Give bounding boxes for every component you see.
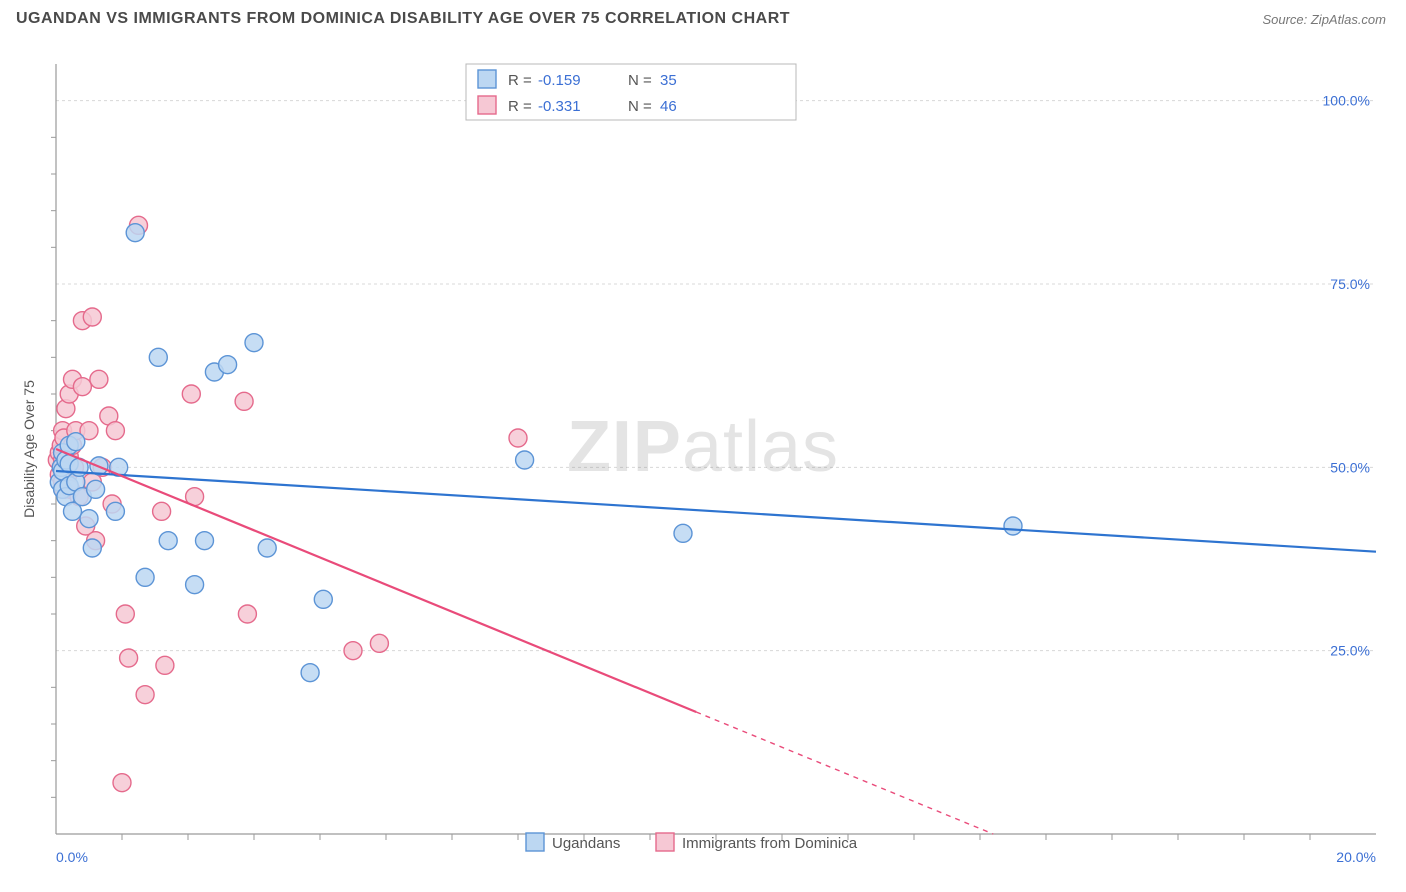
scatter-point bbox=[159, 532, 177, 550]
legend-r-value: -0.331 bbox=[538, 98, 581, 115]
scatter-point bbox=[186, 576, 204, 594]
scatter-point bbox=[156, 656, 174, 674]
x-tick-label: 0.0% bbox=[56, 849, 88, 864]
scatter-point bbox=[258, 539, 276, 557]
chart-container: ZIPatlas 0.0%20.0%25.0%50.0%75.0%100.0%D… bbox=[16, 44, 1390, 884]
y-tick-label: 100.0% bbox=[1323, 93, 1370, 109]
scatter-point bbox=[235, 392, 253, 410]
y-axis-label: Disability Age Over 75 bbox=[21, 380, 37, 518]
legend-series-name: Ugandans bbox=[552, 835, 620, 852]
scatter-point bbox=[245, 334, 263, 352]
scatter-point bbox=[83, 308, 101, 326]
scatter-point bbox=[153, 502, 171, 520]
legend-swatch bbox=[526, 833, 544, 851]
scatter-point bbox=[113, 774, 131, 792]
legend-n-label: N = bbox=[628, 72, 652, 89]
legend-r-label: R = bbox=[508, 98, 532, 115]
scatter-point bbox=[106, 502, 124, 520]
scatter-point bbox=[509, 429, 527, 447]
scatter-point bbox=[120, 649, 138, 667]
scatter-point bbox=[314, 590, 332, 608]
scatter-point bbox=[126, 224, 144, 242]
x-tick-label: 20.0% bbox=[1336, 849, 1376, 864]
legend-n-label: N = bbox=[628, 98, 652, 115]
regression-line bbox=[56, 471, 1376, 552]
scatter-point bbox=[182, 385, 200, 403]
scatter-point bbox=[674, 524, 692, 542]
scatter-point bbox=[238, 605, 256, 623]
legend-swatch bbox=[478, 96, 496, 114]
scatter-point bbox=[370, 634, 388, 652]
chart-header: UGANDAN VS IMMIGRANTS FROM DOMINICA DISA… bbox=[0, 0, 1406, 36]
legend-r-label: R = bbox=[508, 72, 532, 89]
regression-line-dashed bbox=[696, 712, 993, 834]
scatter-point bbox=[73, 378, 91, 396]
legend-series-name: Immigrants from Dominica bbox=[682, 835, 858, 852]
scatter-point bbox=[219, 356, 237, 374]
source-name: ZipAtlas.com bbox=[1311, 12, 1386, 27]
scatter-point bbox=[136, 686, 154, 704]
scatter-point bbox=[344, 642, 362, 660]
scatter-point bbox=[106, 422, 124, 440]
legend-n-value: 35 bbox=[660, 72, 677, 89]
scatter-point bbox=[196, 532, 214, 550]
legend-swatch bbox=[478, 70, 496, 88]
y-tick-label: 75.0% bbox=[1330, 276, 1370, 292]
y-tick-label: 50.0% bbox=[1330, 459, 1370, 475]
scatter-point bbox=[116, 605, 134, 623]
source-attribution: Source: ZipAtlas.com bbox=[1262, 12, 1386, 27]
chart-title: UGANDAN VS IMMIGRANTS FROM DOMINICA DISA… bbox=[16, 10, 790, 28]
legend-swatch bbox=[656, 833, 674, 851]
legend-n-value: 46 bbox=[660, 98, 677, 115]
scatter-point bbox=[149, 348, 167, 366]
scatter-point bbox=[87, 480, 105, 498]
scatter-point bbox=[67, 433, 85, 451]
source-prefix: Source: bbox=[1262, 12, 1310, 27]
scatter-point bbox=[80, 510, 98, 528]
scatter-point bbox=[1004, 517, 1022, 535]
y-tick-label: 25.0% bbox=[1330, 643, 1370, 659]
scatter-point bbox=[301, 664, 319, 682]
legend-r-value: -0.159 bbox=[538, 72, 581, 89]
scatter-point bbox=[136, 568, 154, 586]
correlation-chart: 0.0% 20.0% 25.0% 50.0% 75.0% 100.0% Disability… bbox=[16, 44, 1390, 864]
scatter-point bbox=[90, 370, 108, 388]
scatter-point bbox=[83, 539, 101, 557]
scatter-point bbox=[516, 451, 534, 469]
